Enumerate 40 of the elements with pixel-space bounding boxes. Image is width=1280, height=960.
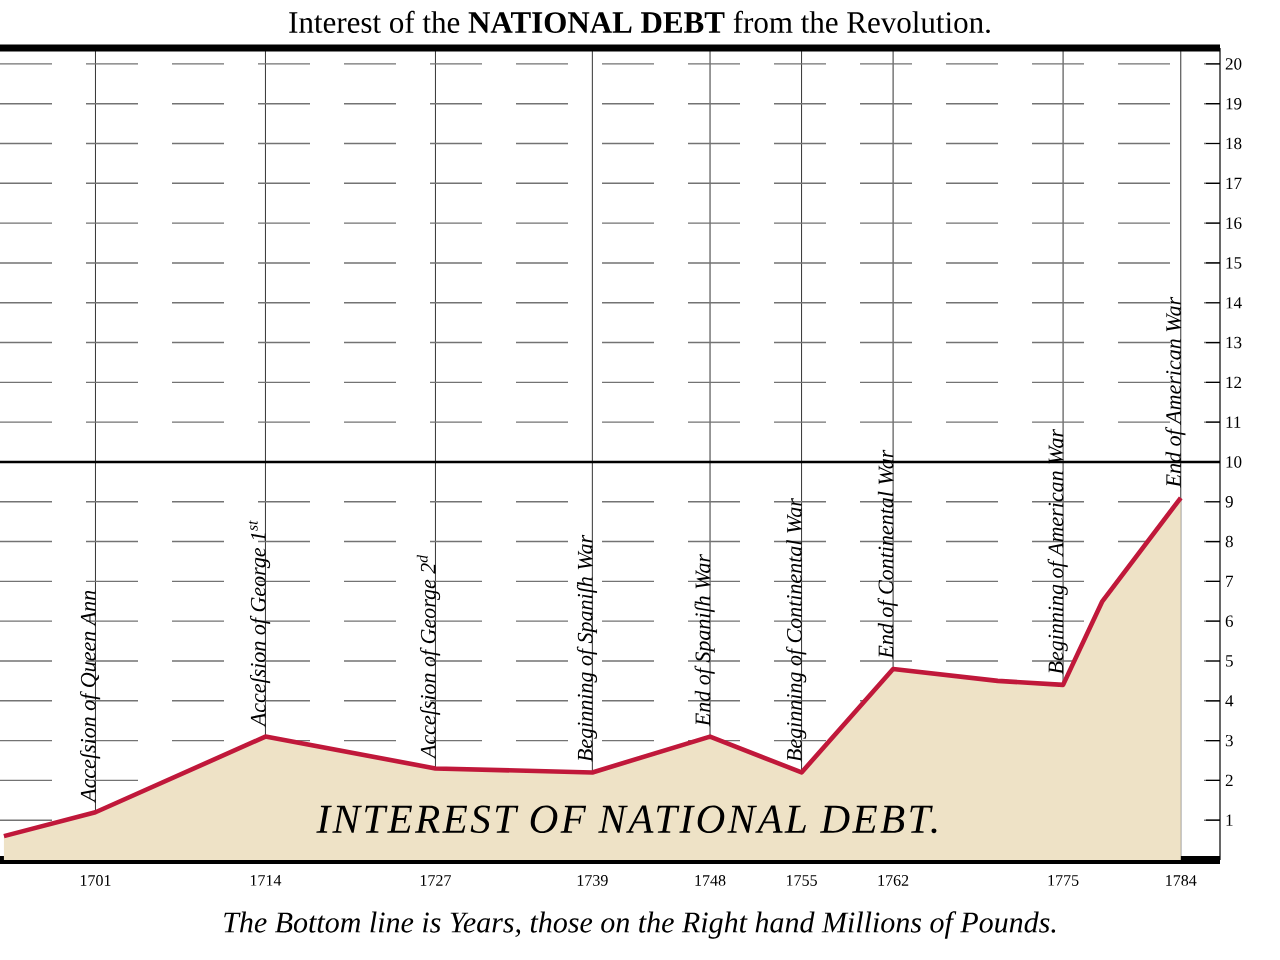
y-tick-label: 8 [1225, 535, 1233, 548]
y-tick-label: 15 [1226, 257, 1242, 269]
y-tick-label: 1 [1226, 814, 1233, 826]
text: The Bottom line is Years, those on the Right hand Millions of Pounds. [224, 911, 1056, 939]
y-tick-label: 4 [1225, 695, 1234, 707]
y-tick-label: 20 [1225, 58, 1242, 70]
x-tick-label: 1739 [577, 875, 608, 886]
chart-title: Interest of the NATIONAL DEBT from the Revolution. [289, 10, 990, 34]
annotation: End of Spaniſh War [694, 553, 715, 727]
y-tick-label: 12 [1226, 376, 1242, 388]
x-tick-label: 1748 [695, 875, 726, 886]
y-tick-label: 11 [1226, 416, 1241, 428]
y-tick-label: 7 [1226, 575, 1234, 587]
x-tick-label: 1784 [1166, 875, 1197, 886]
annotation: Beginning of Spaniſh War [576, 534, 598, 762]
x-tick-label: 1727 [420, 875, 451, 886]
x-tick-label: 1714 [250, 875, 282, 886]
y-tick-label: 16 [1226, 217, 1242, 229]
x-tick-label: 1755 [786, 875, 817, 886]
y-tick-label: 3 [1225, 734, 1233, 747]
y-tick-label: 5 [1226, 655, 1233, 667]
annotation: Beginning of Continental War [786, 498, 807, 762]
annotation: End of American War [1165, 296, 1186, 488]
y-tick-label: 18 [1226, 137, 1242, 150]
x-tick-label: 1762 [878, 875, 909, 886]
y-tick-label: 14 [1226, 297, 1242, 309]
series-label: INTEREST OF NATIONAL DEBT. [316, 805, 937, 834]
y-tick-label: 19 [1226, 98, 1242, 110]
y-tick-label: 6 [1225, 615, 1234, 627]
annotation: Beginning of American War [1047, 428, 1068, 675]
x-tick-label: 1701 [80, 875, 111, 886]
x-tick-label: 1775 [1048, 875, 1079, 886]
y-tick-label: 2 [1225, 774, 1233, 787]
y-tick-label: 17 [1226, 177, 1242, 189]
annotation: Acceſsion of George 1$^{st}$ [248, 520, 271, 728]
y-tick-label: 9 [1225, 496, 1233, 508]
annotation: Acceſsion of Queen Ann [79, 590, 101, 804]
y-tick-label: 13 [1226, 336, 1242, 349]
y-tick-label: 10 [1226, 456, 1242, 468]
annotation: Acceſsion of George 2$^{d}$ [416, 555, 441, 760]
